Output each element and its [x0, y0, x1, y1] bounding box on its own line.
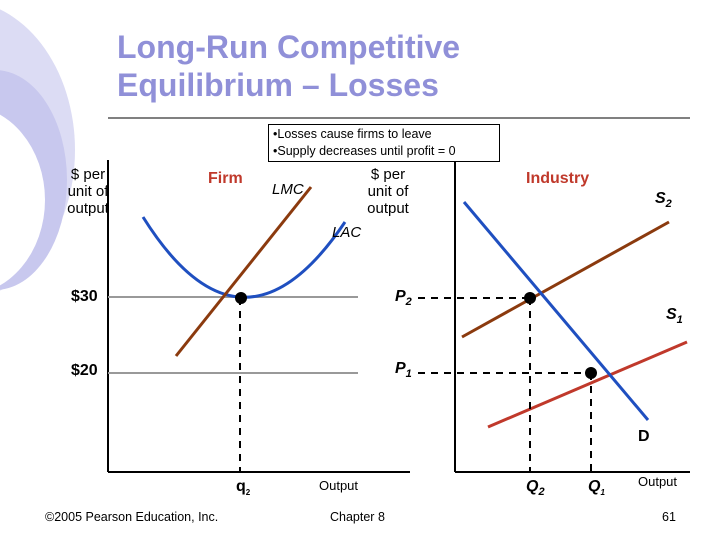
q2-subscript: 2: [538, 486, 545, 499]
q1-letter: Q: [588, 478, 601, 495]
s1-label: S1: [666, 306, 683, 326]
firm-equilibrium-point: [235, 292, 247, 304]
q1-subscript: 1: [600, 488, 605, 498]
demand-curve: [462, 201, 650, 421]
p2-letter: P: [395, 288, 406, 305]
industry-y-axis-label-line1: $ per: [370, 166, 406, 183]
lac-label: LAC: [332, 224, 362, 241]
firm-quantity-label: q2: [236, 478, 250, 497]
price-20-label: $20: [71, 362, 98, 379]
lac-curve: [141, 216, 347, 299]
firm-y-axis-label-line1: $ per: [70, 166, 106, 183]
p2-subscript: 2: [405, 296, 412, 309]
p1-letter: P: [395, 360, 406, 377]
s2-letter: S: [655, 190, 666, 207]
firm-x-axis-label: Output: [319, 478, 359, 493]
lmc-label: LMC: [272, 181, 304, 198]
firm-quantity-subscript: 2: [245, 488, 251, 498]
s1-subscript: 1: [676, 314, 683, 327]
p1-subscript: 1: [405, 368, 412, 381]
slide-title: Long-Run Competitive Equilibrium – Losse…: [117, 28, 677, 104]
decor-disc-inner: [0, 114, 45, 286]
demand-label: D: [638, 428, 650, 445]
footer-page-number: 61: [662, 510, 676, 524]
note-line-2: •Supply decreases until profit = 0: [273, 144, 456, 158]
p2-label: P2: [395, 288, 412, 308]
firm-y-axis-label: $ per unit of output: [55, 166, 121, 217]
price-30-label: $30: [71, 288, 98, 305]
industry-equilibrium-p1: [585, 367, 597, 379]
p1-label: P1: [395, 360, 412, 380]
s2-subscript: 2: [665, 198, 672, 211]
lmc-curve: [174, 186, 313, 357]
industry-x-axis-label: Output: [638, 474, 678, 489]
firm-panel-label: Firm: [208, 170, 243, 187]
firm-y-axis-label-line3: output: [67, 200, 109, 217]
industry-y-axis-label: $ per unit of output: [355, 166, 421, 217]
note-line-1: •Losses cause firms to leave: [273, 127, 432, 141]
supply-curve-s2: [461, 220, 670, 339]
q2-label: Q2: [526, 478, 545, 498]
firm-y-axis-label-line2: unit of: [67, 183, 109, 200]
industry-y-axis-label-line3: output: [367, 200, 409, 217]
s2-label: S2: [655, 190, 672, 210]
industry-panel-label: Industry: [526, 170, 590, 187]
q2-letter: Q: [526, 478, 539, 495]
supply-curve-s1: [487, 340, 688, 429]
footer-chapter: Chapter 8: [330, 510, 385, 524]
notes-box: •Losses cause firms to leave •Supply dec…: [268, 124, 500, 162]
slide-title-line1: Long-Run Competitive: [117, 29, 461, 65]
footer-copyright: ©2005 Pearson Education, Inc.: [45, 510, 219, 524]
industry-y-axis-label-line2: unit of: [367, 183, 409, 200]
slide-title-line2: Equilibrium – Losses: [117, 67, 439, 103]
industry-equilibrium-p2: [524, 292, 536, 304]
q1-label: Q1: [588, 478, 605, 497]
s1-letter: S: [666, 306, 677, 323]
firm-quantity-letter: q: [236, 478, 246, 495]
